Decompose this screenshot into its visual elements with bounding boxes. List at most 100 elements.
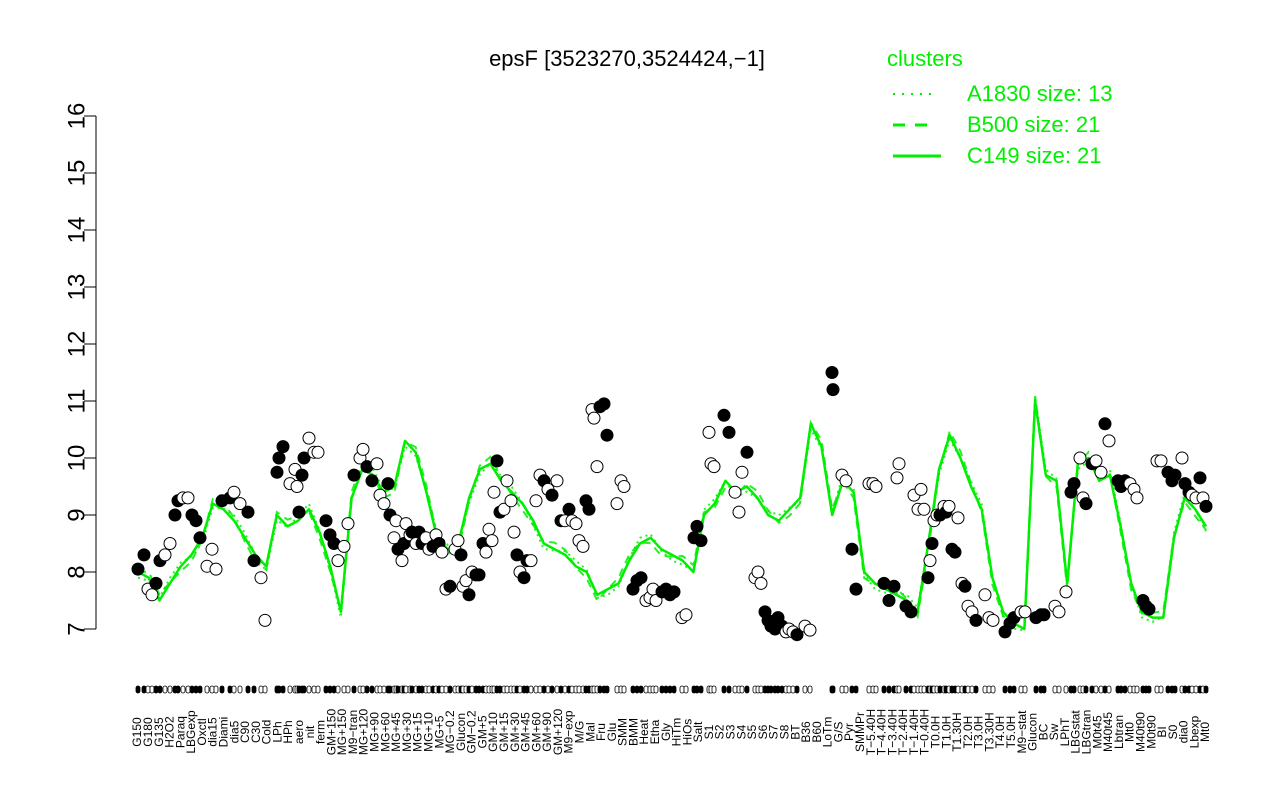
- x-tick-label: T−4.40H: [875, 709, 889, 755]
- x-tick-label: Sw: [1047, 723, 1061, 740]
- x-tick-label: HPh: [281, 720, 295, 743]
- data-point: [849, 582, 863, 596]
- x-tick-label: LPh: [270, 721, 284, 742]
- rug-mark: [634, 685, 640, 694]
- rug-mark: [231, 685, 237, 694]
- data-point: [978, 588, 992, 602]
- rug-mark: [1052, 685, 1058, 694]
- data-point: [597, 397, 611, 411]
- rug-mark: [387, 685, 393, 694]
- rug-mark: [896, 685, 902, 694]
- data-point: [869, 480, 883, 493]
- data-point: [740, 445, 754, 459]
- rug-mark: [768, 685, 774, 694]
- y-tick-label: 10: [63, 445, 90, 472]
- data-point: [387, 531, 401, 545]
- x-tick-label: dia5: [227, 720, 241, 743]
- data-point: [292, 505, 306, 519]
- rug-mark: [881, 685, 887, 694]
- rug-mark: [301, 685, 307, 694]
- data-point: [1142, 602, 1156, 616]
- data-point: [181, 491, 195, 505]
- rug-mark: [630, 685, 636, 694]
- rug-mark: [1011, 685, 1017, 694]
- rug-mark: [1063, 685, 1069, 694]
- data-point: [507, 525, 521, 539]
- x-tick-label: G135: [152, 717, 166, 747]
- rug-mark: [965, 685, 971, 694]
- x-tick-label: S7: [767, 724, 781, 739]
- x-tick-label: S3: [723, 724, 737, 739]
- y-tick-label: 14: [63, 217, 90, 244]
- x-tick-label: G180: [141, 717, 155, 747]
- rug-mark: [517, 685, 523, 694]
- x-tick-label: S8: [777, 724, 791, 739]
- rug-mark: [157, 685, 163, 694]
- data-point: [1130, 491, 1144, 505]
- rug-mark: [1146, 685, 1152, 694]
- rug-mark: [1002, 685, 1008, 694]
- data-point: [722, 425, 736, 439]
- data-point: [690, 519, 704, 533]
- data-point: [319, 514, 333, 528]
- rug-mark: [621, 685, 627, 694]
- data-point: [290, 480, 304, 493]
- x-tick-label: LBGexp: [184, 710, 198, 754]
- x-tick-labels: G150G180G135H2O2ParaqLBGexpOxctldia15Dia…: [130, 708, 1212, 755]
- rug-mark: [262, 685, 268, 694]
- data-point: [825, 366, 839, 379]
- data-point: [1094, 465, 1108, 479]
- data-point: [209, 562, 223, 576]
- data-point: [482, 522, 496, 536]
- x-tick-label: S6: [756, 724, 770, 739]
- x-tick-label: MG−0.2: [443, 710, 457, 753]
- x-tick-label: T4.0H: [993, 716, 1007, 749]
- data-point: [882, 594, 896, 607]
- data-point: [887, 579, 901, 593]
- data-point: [500, 474, 514, 488]
- data-point: [341, 517, 355, 531]
- rug-mark: [667, 685, 673, 694]
- x-tick-label: GM+150: [324, 709, 338, 756]
- data-point: [302, 431, 316, 445]
- y-tick-label: 13: [63, 274, 90, 301]
- x-tick-label: Heat: [637, 719, 651, 745]
- x-tick-label: Lbexp: [1187, 715, 1201, 748]
- rug-mark: [335, 685, 341, 694]
- rug-mark: [331, 685, 337, 694]
- rug-mark: [1193, 685, 1199, 694]
- x-tick-label: C30: [249, 721, 263, 743]
- rug-mark: [345, 685, 351, 694]
- rug-mark: [185, 685, 191, 694]
- data-point: [735, 465, 749, 479]
- rug-mark: [1083, 685, 1089, 694]
- rug-mark: [1071, 685, 1077, 694]
- data-point: [347, 468, 361, 482]
- data-point: [254, 571, 268, 585]
- rug-mark: [245, 685, 251, 694]
- data-point: [276, 440, 290, 454]
- rug-mark: [830, 685, 836, 694]
- y-tick-label: 8: [63, 565, 90, 578]
- series-line-b500: [137, 395, 1207, 624]
- data-point: [443, 579, 457, 593]
- data-point: [356, 442, 370, 456]
- rug-mark: [1172, 685, 1178, 694]
- data-point: [839, 474, 853, 488]
- rug-mark: [351, 685, 357, 694]
- x-tick-label: T5.0H: [1004, 716, 1018, 749]
- data-point: [590, 460, 604, 474]
- legend-entry-3: C149 size: 21: [967, 143, 1102, 168]
- data-point: [921, 571, 935, 585]
- x-tick-label: M0t45: [1090, 715, 1104, 749]
- rug-mark: [569, 685, 575, 694]
- x-tick-label: MG+15: [411, 712, 425, 752]
- data-point: [504, 494, 518, 508]
- data-point: [707, 460, 721, 474]
- data-point: [137, 548, 151, 562]
- x-tick-label: T−0.40H: [918, 709, 932, 755]
- x-tick-label: S2: [713, 724, 727, 739]
- legend: clusters A1830 size: 13 B500 size: 21 C1…: [887, 46, 1113, 168]
- rug-mark: [311, 685, 317, 694]
